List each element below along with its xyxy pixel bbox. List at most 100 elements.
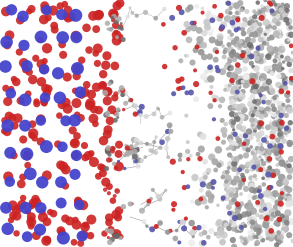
Point xyxy=(63,217,68,221)
Point xyxy=(112,162,116,166)
Point xyxy=(261,176,265,180)
Point xyxy=(261,6,266,10)
Point xyxy=(282,13,287,17)
Point xyxy=(259,114,264,118)
Point xyxy=(268,65,272,69)
Point xyxy=(213,168,218,172)
Point xyxy=(228,6,233,10)
Point xyxy=(164,146,169,150)
Point xyxy=(268,23,273,27)
Point xyxy=(125,15,130,19)
Point xyxy=(131,104,136,108)
Point xyxy=(12,124,17,127)
Point xyxy=(279,240,284,244)
Point xyxy=(11,154,16,158)
Point xyxy=(230,3,234,7)
Point xyxy=(62,2,67,6)
Point xyxy=(240,8,245,12)
Point xyxy=(234,157,239,161)
Point xyxy=(231,238,235,242)
Point xyxy=(279,134,284,138)
Point xyxy=(109,80,113,84)
Point xyxy=(257,189,262,193)
Point xyxy=(45,173,49,177)
Point xyxy=(182,226,186,230)
Point xyxy=(270,135,275,139)
Point xyxy=(233,132,237,136)
Point xyxy=(130,202,134,206)
Point xyxy=(261,208,266,212)
Point xyxy=(4,206,8,210)
Point xyxy=(122,166,127,170)
Point xyxy=(248,210,252,214)
Point xyxy=(121,205,126,209)
Point xyxy=(228,11,233,15)
Point xyxy=(257,86,262,90)
Point xyxy=(118,236,123,240)
Point xyxy=(247,212,252,216)
Point xyxy=(255,17,259,21)
Point xyxy=(208,68,213,72)
Point xyxy=(176,87,181,91)
Point xyxy=(250,89,255,93)
Point xyxy=(82,90,87,94)
Point xyxy=(60,36,65,40)
Point xyxy=(231,212,236,216)
Point xyxy=(207,55,212,59)
Point xyxy=(248,46,252,50)
Point xyxy=(112,232,116,236)
Point xyxy=(7,180,12,184)
Point xyxy=(239,165,244,169)
Point xyxy=(43,86,48,90)
Point xyxy=(227,57,231,61)
Point xyxy=(253,67,258,71)
Point xyxy=(230,124,235,128)
Point xyxy=(171,208,176,212)
Point xyxy=(245,50,250,54)
Point xyxy=(239,214,244,218)
Point xyxy=(197,38,202,41)
Point xyxy=(259,143,263,146)
Point xyxy=(253,89,258,93)
Point xyxy=(110,16,114,20)
Point xyxy=(260,11,265,15)
Point xyxy=(227,226,231,230)
Point xyxy=(266,158,271,162)
Point xyxy=(252,149,257,153)
Point xyxy=(273,192,277,196)
Point xyxy=(119,21,124,25)
Point xyxy=(229,220,233,224)
Point xyxy=(106,236,111,240)
Point xyxy=(267,166,272,170)
Point xyxy=(263,173,267,177)
Point xyxy=(60,145,65,149)
Point xyxy=(278,218,283,222)
Point xyxy=(30,78,35,82)
Point xyxy=(258,194,263,198)
Point xyxy=(239,142,243,146)
Point xyxy=(235,16,240,20)
Point xyxy=(260,78,264,82)
Point xyxy=(261,59,266,63)
Point xyxy=(278,18,283,22)
Point xyxy=(224,183,229,187)
Point xyxy=(205,20,209,24)
Point xyxy=(138,110,142,114)
Point xyxy=(269,236,273,240)
Point xyxy=(258,200,263,204)
Point xyxy=(96,108,101,112)
Point xyxy=(280,231,285,235)
Point xyxy=(247,21,251,25)
Point xyxy=(227,83,232,87)
Point xyxy=(283,195,288,199)
Point xyxy=(271,97,276,101)
Point xyxy=(78,241,83,245)
Point xyxy=(236,11,241,15)
Point xyxy=(34,234,39,238)
Point xyxy=(167,123,172,127)
Point xyxy=(272,13,277,17)
Point xyxy=(265,42,270,46)
Point xyxy=(263,223,267,227)
Point xyxy=(243,224,248,228)
Point xyxy=(272,11,277,15)
